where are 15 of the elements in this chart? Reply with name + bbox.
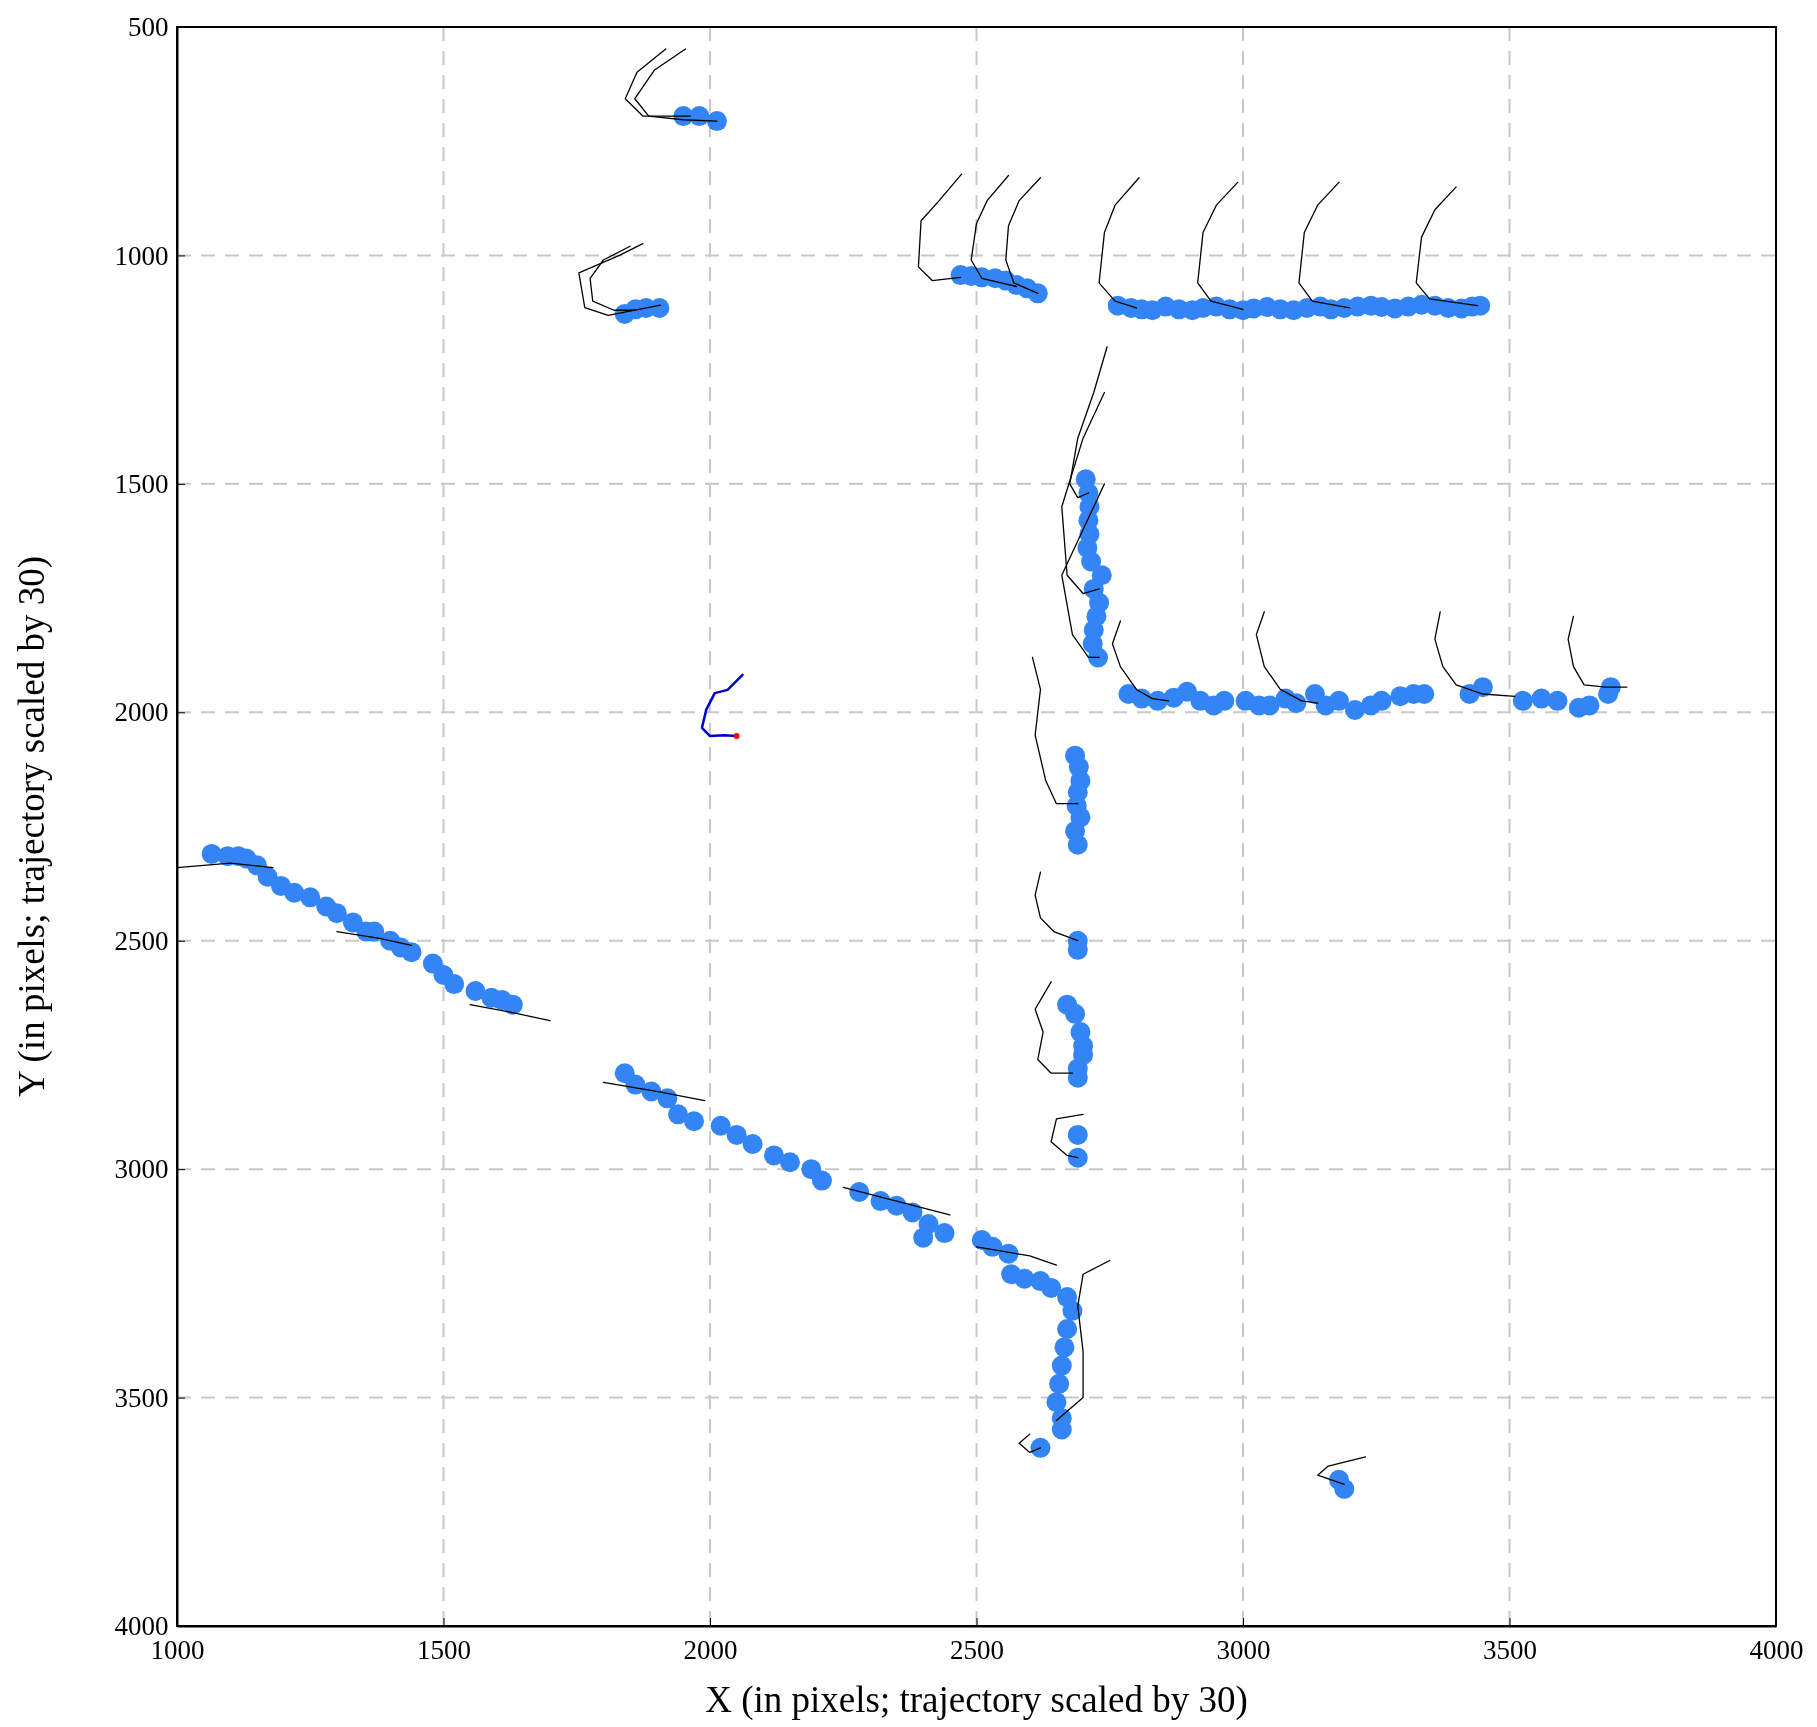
y-tick-label: 3500 bbox=[114, 1382, 169, 1413]
x-tick-label: 4000 bbox=[1749, 1634, 1804, 1665]
x-tick-label: 2000 bbox=[683, 1634, 738, 1665]
x-axis-title: X (in pixels; trajectory scaled by 30) bbox=[705, 1679, 1248, 1721]
x-tick-label: 3500 bbox=[1483, 1634, 1537, 1665]
x-tick-label: 3000 bbox=[1216, 1634, 1271, 1665]
y-tick-label: 2500 bbox=[114, 925, 169, 956]
y-axis-title: Y (in pixels; trajectory scaled by 30) bbox=[11, 555, 53, 1098]
y-tick-label: 1500 bbox=[114, 469, 169, 499]
y-tick-label: 3000 bbox=[114, 1154, 169, 1185]
y-tick-label: 1000 bbox=[114, 240, 169, 271]
x-tick-label: 1500 bbox=[417, 1634, 471, 1665]
x-tick-label: 2500 bbox=[950, 1634, 1004, 1665]
y-tick-label: 2000 bbox=[114, 697, 169, 728]
y-tick-label: 500 bbox=[128, 12, 169, 43]
